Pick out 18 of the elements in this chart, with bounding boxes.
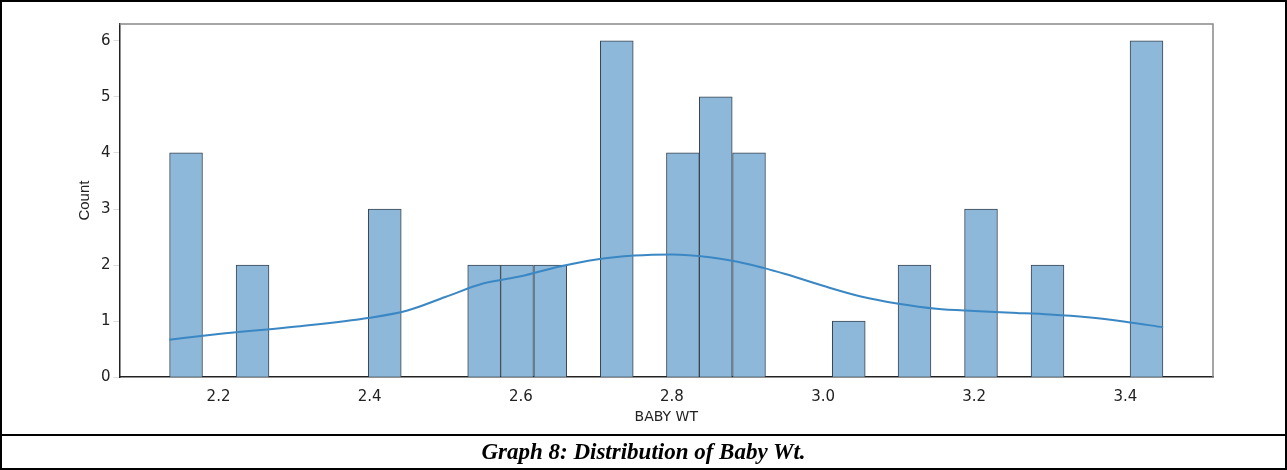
line-series	[168, 253, 1165, 341]
y-tick-label: 5	[101, 86, 111, 105]
y-tick-label: 1	[101, 311, 111, 330]
y-tick-label: 6	[101, 30, 111, 49]
x-tick-label: 3.2	[962, 387, 987, 406]
y-tick-label: 3	[101, 198, 111, 217]
x-tick-label: 3.4	[1113, 387, 1138, 406]
y-tick-label: 4	[101, 142, 111, 161]
x-axis-title: BABY WT	[634, 408, 699, 425]
y-tick-label: 0	[101, 367, 111, 386]
y-axis-title: Count	[75, 179, 93, 221]
text: Graph 8: Distribution of Baby Wt.	[2, 434, 1285, 465]
x-tick-label: 2.2	[206, 387, 231, 406]
y-tick-label: 2	[101, 254, 111, 273]
x-tick-label: 2.6	[508, 387, 533, 406]
x-tick-label: 2.4	[357, 387, 382, 406]
x-tick-label: 3.0	[811, 387, 835, 406]
x-tick-label: 2.8	[660, 387, 684, 406]
